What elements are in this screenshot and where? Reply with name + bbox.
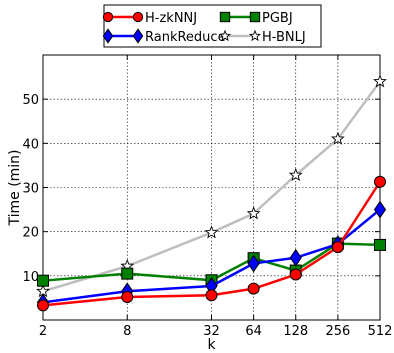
marker-circle <box>289 268 302 281</box>
x-tick-label: 8 <box>123 324 131 339</box>
legend-label: H-BNLJ <box>262 30 306 45</box>
marker-circle <box>331 241 344 254</box>
legend-label: H-zkNNJ <box>145 11 197 26</box>
marker-star <box>330 131 345 145</box>
marker-diamond <box>247 254 260 273</box>
marker-circle <box>132 11 144 23</box>
marker-circle <box>374 175 386 188</box>
marker-diamond <box>132 28 144 44</box>
x-tick-label: 2 <box>39 324 47 339</box>
marker-square <box>219 11 231 23</box>
marker-circle <box>102 11 114 23</box>
marker-square <box>37 274 49 287</box>
marker-star <box>246 206 261 220</box>
series-line <box>42 80 382 293</box>
marker-diamond <box>102 28 114 44</box>
legend-item: PGBJ <box>219 11 293 26</box>
y-tick-label: 40 <box>22 137 39 152</box>
y-tick-label: 50 <box>22 93 39 108</box>
marker-circle <box>121 291 134 304</box>
x-tick-label: 256 <box>325 324 350 339</box>
marker-star <box>218 29 232 42</box>
y-tick-label: 30 <box>22 182 39 197</box>
series-h-bnlj <box>36 74 387 298</box>
legend-label: RankReduce <box>145 30 226 45</box>
legend-item: H-BNLJ <box>218 29 306 45</box>
legend-item: H-zkNNJ <box>102 11 197 26</box>
legend-item: RankReduce <box>102 28 226 45</box>
y-tick-label: 10 <box>22 270 39 285</box>
marker-circle <box>205 289 218 302</box>
x-tick-label: 64 <box>245 324 262 339</box>
marker-square <box>374 238 386 251</box>
x-axis: 2 8 32 64 128 256 512 <box>39 55 393 339</box>
series-group <box>36 74 387 312</box>
marker-square <box>249 11 261 23</box>
x-tick-label: 512 <box>368 324 393 339</box>
y-axis: 10 20 30 40 50 <box>22 93 380 285</box>
marker-star <box>373 74 387 88</box>
marker-circle <box>247 282 260 295</box>
marker-square <box>121 267 134 280</box>
legend: H-zkNNJ PGBJ RankReduce H-BNLJ <box>102 4 322 48</box>
legend-label: PGBJ <box>262 11 293 26</box>
marker-star <box>288 167 303 181</box>
x-tick-label: 32 <box>203 324 220 339</box>
x-axis-label: k <box>207 337 216 353</box>
marker-circle <box>37 299 49 312</box>
marker-diamond <box>289 248 302 267</box>
marker-star <box>248 29 262 42</box>
y-axis-label: Time (min) <box>7 149 23 226</box>
x-tick-label: 128 <box>283 324 308 339</box>
series-h-zknnj <box>37 175 386 312</box>
marker-diamond <box>373 200 387 219</box>
marker-star <box>204 225 219 239</box>
y-tick-label: 20 <box>22 226 39 241</box>
